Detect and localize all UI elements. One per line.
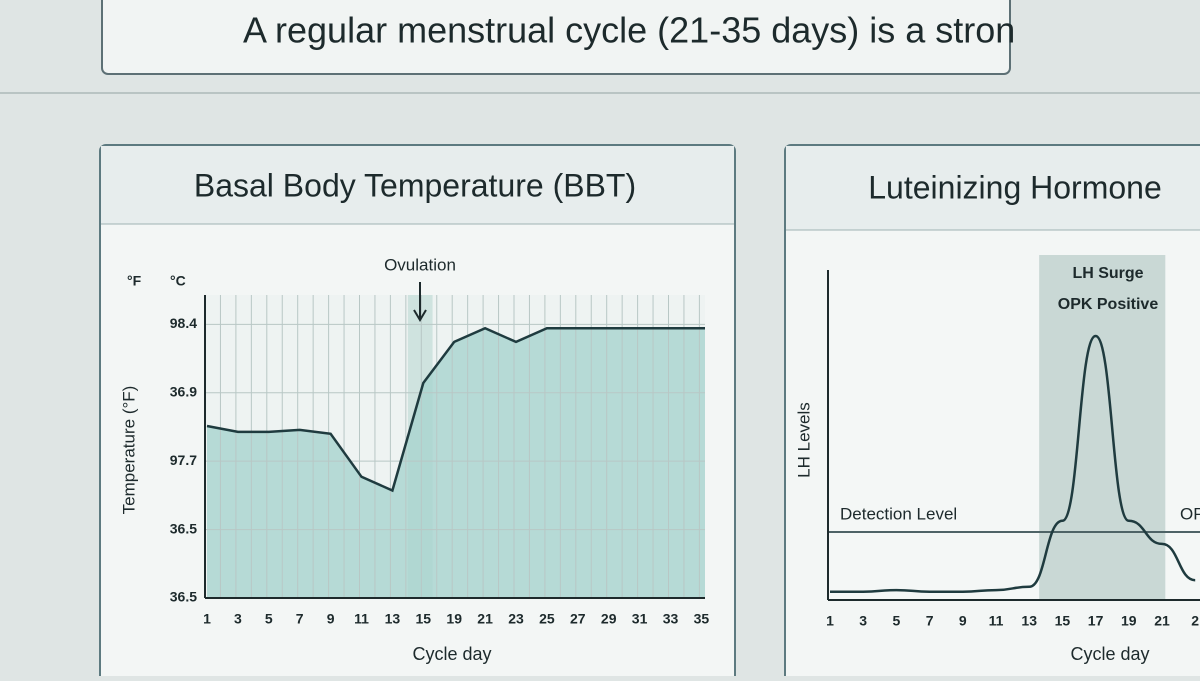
x-tick-label: 35 — [694, 611, 710, 627]
x-tick-label: 3 — [234, 611, 242, 627]
x-tick-label: 31 — [632, 611, 648, 627]
x-tick-label: 25 — [539, 611, 555, 627]
x-tick-label: 17 — [1088, 613, 1104, 629]
divider — [0, 92, 1200, 94]
surge-label: LH Surge — [1072, 265, 1143, 282]
x-axis-label: Cycle day — [1070, 644, 1149, 664]
annotation: Ovulation — [384, 255, 456, 274]
surge-band — [1039, 255, 1166, 600]
annotation-arrow — [413, 282, 427, 322]
x-tick-label: 7 — [926, 613, 934, 629]
x-tick-label: 3 — [859, 613, 867, 629]
header-text: A regular menstrual cycle (21-35 days) i… — [243, 10, 1015, 51]
x-axis-label: Cycle day — [412, 644, 491, 664]
y-tick-label: 97.7 — [170, 452, 197, 468]
x-tick-label: 13 — [385, 611, 401, 627]
line — [829, 334, 1196, 594]
panel-header — [786, 146, 1200, 230]
x-tick-label: 7 — [296, 611, 304, 627]
y-tick-label: 98.4 — [170, 315, 197, 331]
line — [206, 326, 705, 493]
area-fill — [207, 328, 705, 598]
x-tick-label: 1 — [826, 613, 834, 629]
surge-sublabel: OPK Positive — [1058, 296, 1159, 313]
y-tick-label: 36.5 — [170, 520, 197, 536]
chart-title: Basal Body Temperature (BBT) — [194, 167, 636, 203]
unit-label: °C — [170, 273, 186, 289]
cut-label: OP — [1180, 504, 1200, 523]
x-tick-label: 15 — [1055, 613, 1071, 629]
x-tick-label: 27 — [570, 611, 586, 627]
panel-header — [101, 146, 734, 224]
x-tick-label: 33 — [663, 611, 679, 627]
x-tick-label: 5 — [265, 611, 273, 627]
x-tick-label: 11 — [354, 611, 369, 627]
x-tick-label: 21 — [1154, 613, 1170, 629]
y-axis-label: Temperature (°F) — [119, 386, 138, 515]
y-tick-label: 36.5 — [170, 589, 197, 605]
x-tick-label: 19 — [1121, 613, 1137, 629]
y-tick-label: 36.9 — [170, 383, 197, 399]
x-tick-label: 5 — [893, 613, 901, 629]
unit-label: °F — [127, 273, 142, 289]
x-tick-label: 15 — [416, 611, 432, 627]
x-tick-label: 1 — [203, 611, 211, 627]
x-tick-label: 19 — [446, 611, 462, 627]
x-tick-label: 11 — [989, 613, 1004, 629]
x-tick-label: 9 — [327, 611, 335, 627]
chart-title: Luteinizing Hormone — [868, 169, 1162, 205]
x-tick-label: 13 — [1021, 613, 1037, 629]
x-tick-label: 29 — [601, 611, 617, 627]
x-tick-label: 23 — [508, 611, 524, 627]
x-tick-label: 9 — [959, 613, 967, 629]
x-tick-label: 2 — [1191, 613, 1199, 629]
x-tick-label: 21 — [477, 611, 493, 627]
detection-label: Detection Level — [840, 504, 957, 523]
y-axis-label: LH Levels — [794, 402, 813, 478]
header-box — [101, 0, 1011, 75]
